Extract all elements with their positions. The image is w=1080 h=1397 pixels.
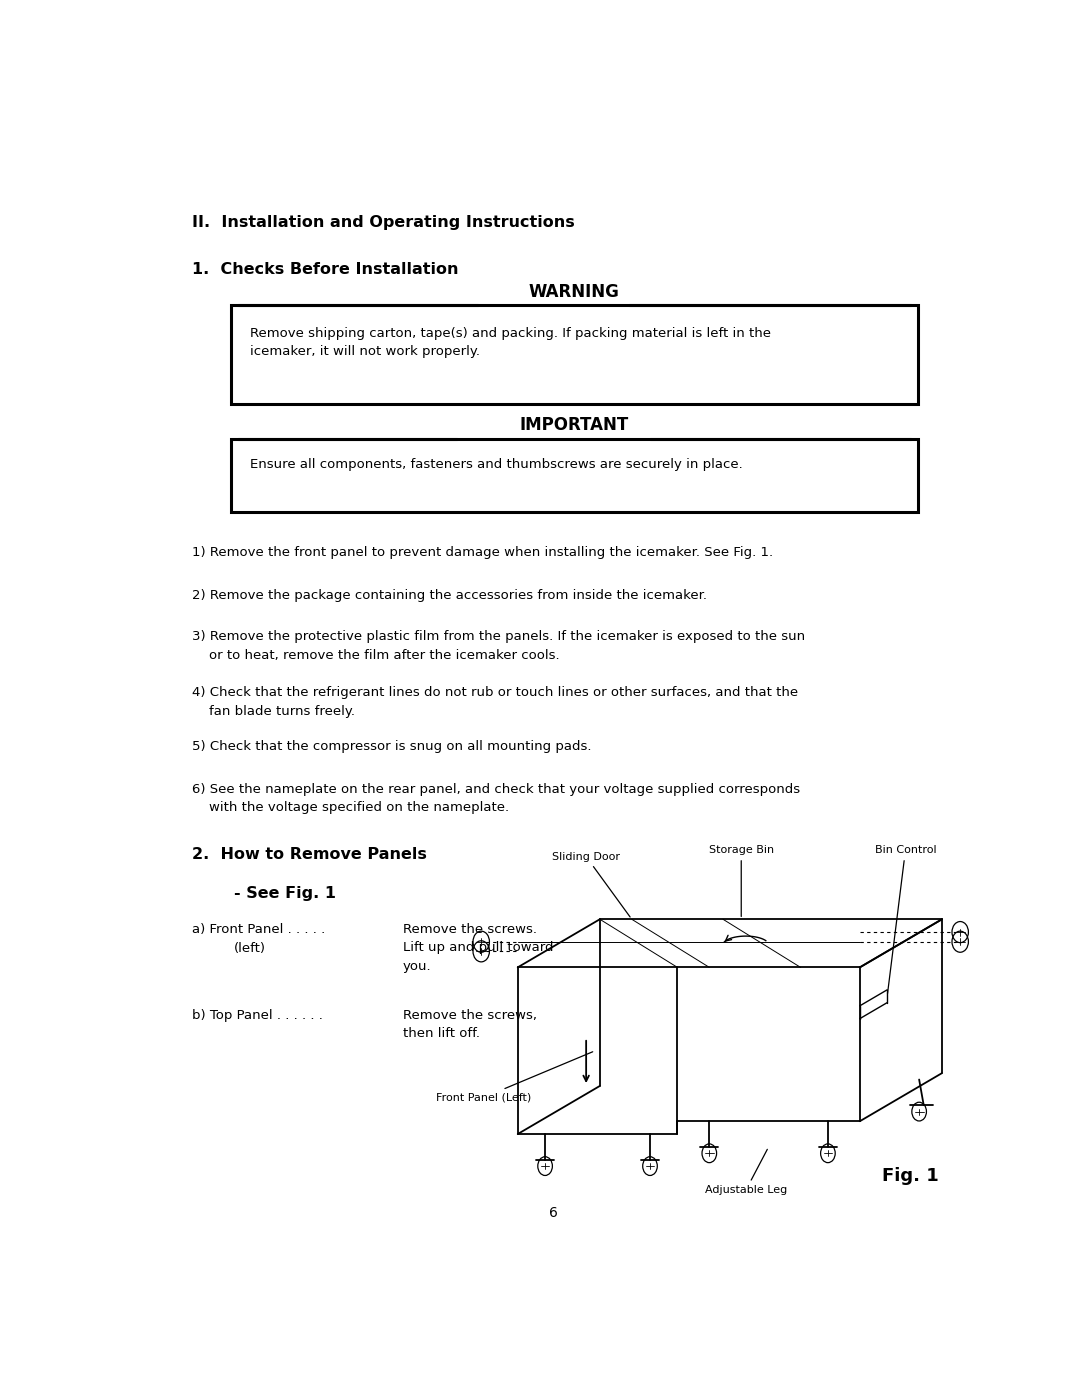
Text: 4) Check that the refrigerant lines do not rub or touch lines or other surfaces,: 4) Check that the refrigerant lines do n… bbox=[192, 686, 798, 718]
Text: Fig. 1: Fig. 1 bbox=[881, 1168, 939, 1185]
Text: Adjustable Leg: Adjustable Leg bbox=[704, 1150, 787, 1196]
Text: 2) Remove the package containing the accessories from inside the icemaker.: 2) Remove the package containing the acc… bbox=[192, 590, 707, 602]
Text: b) Top Panel . . . . . .: b) Top Panel . . . . . . bbox=[192, 1009, 323, 1021]
Text: Bin Control: Bin Control bbox=[875, 845, 936, 993]
Text: 6) See the nameplate on the rear panel, and check that your voltage supplied cor: 6) See the nameplate on the rear panel, … bbox=[192, 782, 800, 814]
Text: 2.  How to Remove Panels: 2. How to Remove Panels bbox=[192, 848, 427, 862]
Text: 3) Remove the protective plastic film from the panels. If the icemaker is expose: 3) Remove the protective plastic film fr… bbox=[192, 630, 805, 662]
FancyBboxPatch shape bbox=[231, 306, 918, 404]
Text: Remove shipping carton, tape(s) and packing. If packing material is left in the
: Remove shipping carton, tape(s) and pack… bbox=[249, 327, 771, 359]
FancyBboxPatch shape bbox=[231, 439, 918, 511]
Text: 5) Check that the compressor is snug on all mounting pads.: 5) Check that the compressor is snug on … bbox=[192, 740, 592, 753]
Text: Storage Bin: Storage Bin bbox=[708, 845, 773, 916]
Text: IMPORTANT: IMPORTANT bbox=[519, 416, 629, 434]
Text: a) Front Panel . . . . .: a) Front Panel . . . . . bbox=[192, 923, 325, 936]
Text: Front Panel (Left): Front Panel (Left) bbox=[436, 1052, 593, 1102]
Text: - See Fig. 1: - See Fig. 1 bbox=[233, 886, 336, 901]
Text: 6: 6 bbox=[549, 1206, 558, 1220]
Text: (left): (left) bbox=[233, 942, 266, 956]
Text: Sliding Door: Sliding Door bbox=[552, 852, 630, 916]
Text: 1) Remove the front panel to prevent damage when installing the icemaker. See Fi: 1) Remove the front panel to prevent dam… bbox=[192, 546, 773, 559]
Text: Remove the screws.
Lift up and pull toward
you.: Remove the screws. Lift up and pull towa… bbox=[403, 923, 553, 972]
Text: 1.  Checks Before Installation: 1. Checks Before Installation bbox=[192, 263, 458, 277]
Text: WARNING: WARNING bbox=[529, 284, 620, 300]
Text: II.  Installation and Operating Instructions: II. Installation and Operating Instructi… bbox=[192, 215, 575, 231]
Text: Remove the screws,
then lift off.: Remove the screws, then lift off. bbox=[403, 1009, 537, 1041]
Text: Ensure all components, fasteners and thumbscrews are securely in place.: Ensure all components, fasteners and thu… bbox=[249, 458, 742, 471]
